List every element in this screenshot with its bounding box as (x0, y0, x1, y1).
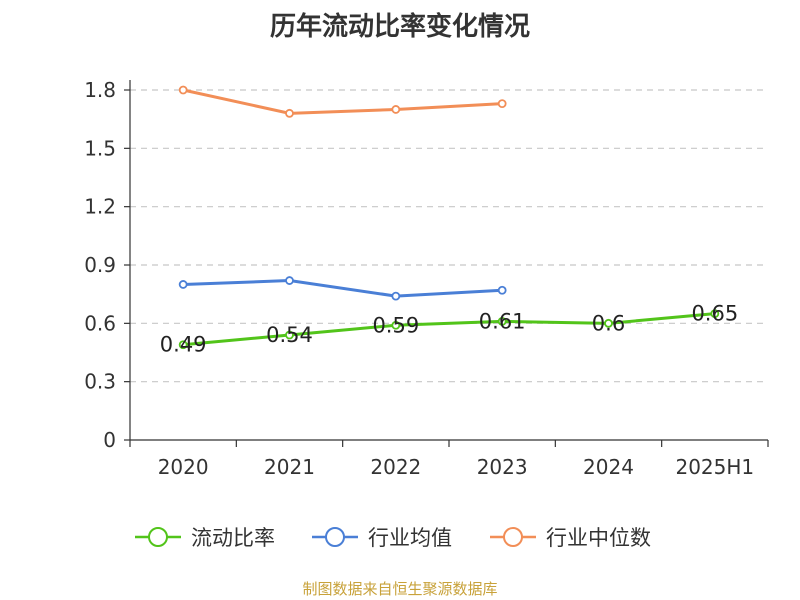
legend-marker (325, 527, 345, 547)
data-point (604, 318, 613, 328)
x-tick-label: 2021 (264, 455, 315, 479)
data-label: 0.65 (691, 302, 738, 326)
legend-marker (148, 527, 168, 547)
y-tick-label: 1.5 (84, 136, 116, 160)
chart-title: 历年流动比率变化情况 (269, 12, 530, 42)
data-point (391, 105, 401, 114)
x-tick-label: 2024 (583, 455, 634, 479)
legend-marker (503, 527, 523, 547)
data-label: 0.59 (372, 313, 419, 337)
data-point (710, 309, 720, 319)
data-point (178, 340, 188, 350)
y-tick-label: 0.9 (84, 253, 116, 277)
legend-label: 行业中位数 (546, 526, 651, 550)
x-tick-label: 2020 (158, 455, 209, 479)
series-line-0 (183, 312, 715, 347)
data-point (497, 285, 507, 295)
data-point (178, 85, 188, 95)
data-point (391, 320, 401, 330)
x-tick-label: 2025H1 (675, 455, 754, 479)
data-label: 0.6 (592, 311, 625, 335)
data-point (391, 291, 401, 301)
data-point (285, 330, 294, 340)
data-point (285, 276, 294, 285)
y-tick-label: 0 (103, 428, 116, 452)
data-label: 0.54 (266, 323, 313, 347)
data-point (497, 99, 507, 109)
data-point (497, 316, 507, 326)
legend-label: 流动比率 (191, 526, 275, 550)
legend-label: 行业均值 (368, 526, 452, 550)
series-line-2 (182, 88, 503, 115)
data-label: 0.61 (479, 309, 526, 333)
data-label: 0.49 (160, 333, 207, 357)
source-note: 制图数据来自恒生聚源数据库 (302, 580, 498, 598)
series-line-1 (183, 279, 503, 298)
y-tick-label: 1.2 (84, 195, 116, 219)
data-point (285, 108, 294, 118)
data-point (178, 280, 188, 289)
x-tick-label: 2023 (477, 455, 528, 479)
y-tick-label: 1.8 (84, 78, 116, 102)
y-tick-label: 0.3 (84, 370, 116, 394)
y-tick-label: 0.6 (84, 311, 116, 335)
x-tick-label: 2022 (370, 455, 421, 479)
